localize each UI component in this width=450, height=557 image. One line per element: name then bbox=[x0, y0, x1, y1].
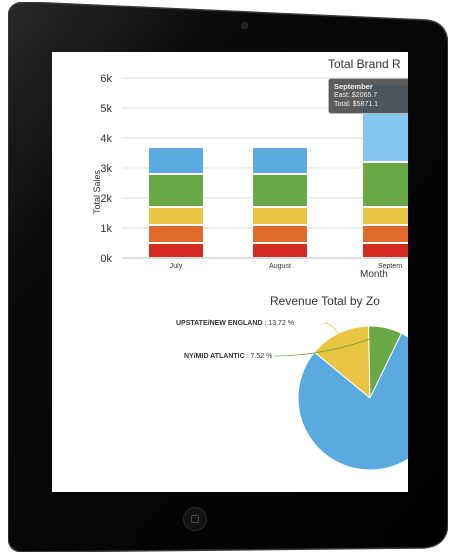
y-tick-label: 5k bbox=[100, 103, 112, 115]
x-tick-label: August bbox=[269, 263, 291, 270]
bar-segment-orange[interactable] bbox=[363, 226, 408, 242]
pie-labels: UPSTATE/NEW ENGLAND : 13.72 % NY/MID ATLA… bbox=[176, 320, 385, 360]
pie-label-name: NY/MID ATLANTIC bbox=[184, 353, 247, 360]
y-tick-labels: 0k 1k 2k 3k 4k 5k 6k bbox=[100, 73, 112, 265]
bar-stack-august[interactable] bbox=[253, 148, 307, 257]
dashboard-canvas: Total Brand R 0k 1k 2k 3k 4k 5k 6k Total Sales… bbox=[92, 57, 408, 471]
camera-icon bbox=[241, 22, 248, 29]
x-axis-label: Month bbox=[360, 269, 388, 280]
pie-label-connector bbox=[273, 333, 385, 357]
pie-slice-yellow[interactable] bbox=[313, 325, 371, 400]
x-tick-label: Septem bbox=[378, 263, 402, 270]
bar-segment-green[interactable] bbox=[363, 163, 408, 206]
pie-slices bbox=[297, 325, 408, 471]
bar-segment-red[interactable] bbox=[149, 244, 203, 257]
x-tick-label: July bbox=[170, 263, 183, 270]
tooltip-total-value: Total: $5871.1 bbox=[334, 101, 378, 108]
y-tick-label: 0k bbox=[100, 253, 112, 265]
pie-label-value: : 13.72 % bbox=[264, 320, 294, 327]
tablet-screen: Total Brand R 0k 1k 2k 3k 4k 5k 6k Total Sales… bbox=[52, 52, 408, 492]
pie-chart-title: Revenue Total by Zo bbox=[270, 294, 380, 308]
home-button[interactable] bbox=[183, 507, 207, 531]
revenue-zone-pie-chart: Revenue Total by Zo UPSTATE/NEW ENGLAND … bbox=[176, 294, 408, 471]
bar-stack-july[interactable] bbox=[149, 148, 203, 257]
pie-label: UPSTATE/NEW ENGLAND : 13.72 % bbox=[176, 320, 294, 327]
pie-label-name: UPSTATE/NEW ENGLAND bbox=[176, 320, 264, 327]
bar-segment-yellow[interactable] bbox=[149, 208, 203, 224]
bar-segment-orange[interactable] bbox=[149, 226, 203, 242]
tooltip-title: September bbox=[334, 82, 373, 91]
bar-segment-blue[interactable] bbox=[149, 148, 203, 173]
pie-label-connector bbox=[323, 322, 342, 339]
bar-segment-orange[interactable] bbox=[253, 226, 307, 242]
y-tick-label: 3k bbox=[100, 163, 112, 175]
bar-segment-blue[interactable] bbox=[253, 148, 307, 173]
tooltip-east-value: East: $2065.7 bbox=[334, 92, 378, 99]
september-tooltip: September East: $2065.7 Total: $5871.1 bbox=[328, 78, 408, 114]
pie-label-value: : 7.52 % bbox=[247, 353, 273, 360]
y-tick-label: 6k bbox=[100, 73, 112, 85]
bar-segment-yellow[interactable] bbox=[363, 208, 408, 224]
y-axis-label: Total Sales bbox=[92, 169, 102, 214]
bar-segment-red[interactable] bbox=[363, 244, 408, 257]
bar-segment-yellow[interactable] bbox=[253, 208, 307, 224]
y-tick-label: 4k bbox=[100, 133, 112, 145]
bar-series bbox=[149, 85, 408, 257]
y-tick-label: 2k bbox=[100, 193, 112, 205]
bar-segment-red[interactable] bbox=[253, 244, 307, 257]
home-square-icon bbox=[191, 515, 199, 523]
y-tick-label: 1k bbox=[100, 223, 112, 235]
x-tick-labels: July August Septem bbox=[170, 263, 402, 270]
pie-label: NY/MID ATLANTIC : 7.52 % bbox=[184, 353, 272, 360]
bar-chart-title: Total Brand R bbox=[328, 57, 401, 71]
bar-segment-green[interactable] bbox=[253, 175, 307, 206]
pie-slice-blue[interactable] bbox=[297, 332, 408, 471]
bar-segment-green[interactable] bbox=[149, 175, 203, 206]
